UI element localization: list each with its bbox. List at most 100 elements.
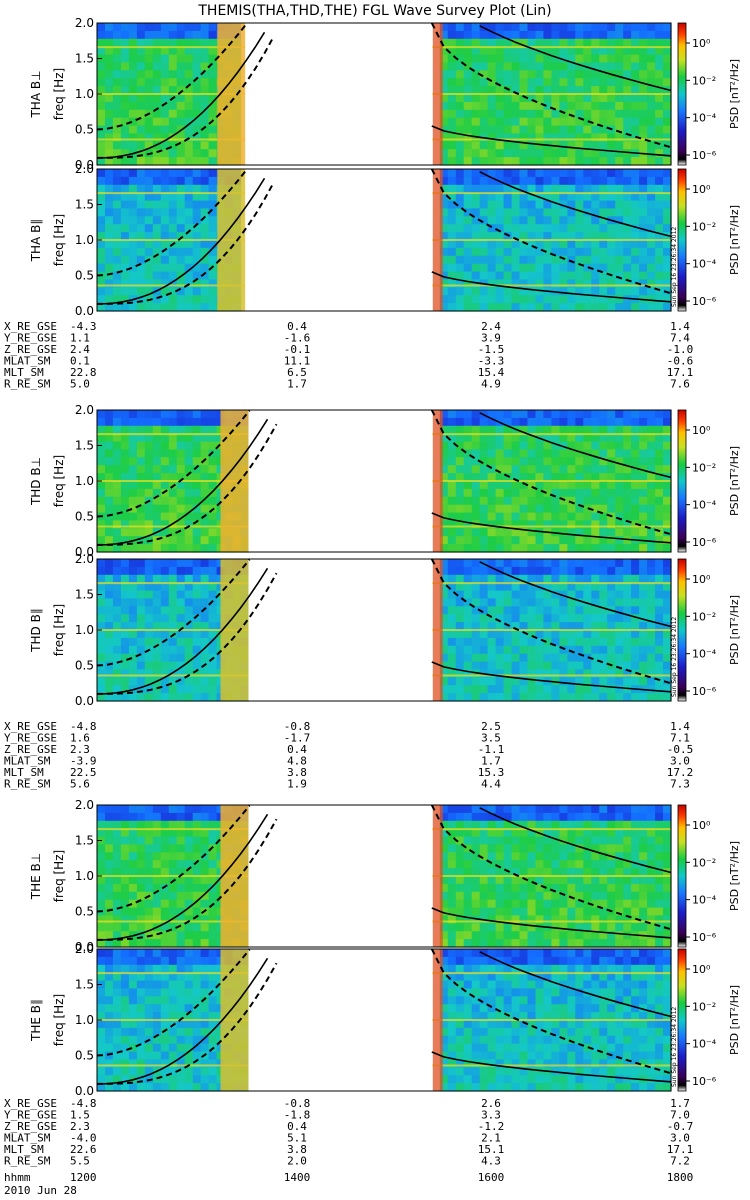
- psd-cell: [559, 1004, 568, 1013]
- psd-cell: [663, 169, 672, 178]
- psd-cell: [105, 528, 114, 537]
- psd-cell: [583, 852, 592, 861]
- psd-cell: [511, 279, 521, 288]
- psd-cell: [97, 622, 106, 631]
- psd-cell: [192, 224, 202, 233]
- psd-cell: [623, 255, 632, 265]
- psd-cell: [647, 844, 656, 853]
- psd-cell: [615, 868, 624, 877]
- psd-cell: [168, 559, 178, 568]
- psd-cell: [663, 433, 672, 443]
- psd-cell: [535, 38, 545, 48]
- psd-cell: [168, 232, 178, 241]
- psd-cell: [535, 876, 545, 885]
- psd-cell: [487, 496, 497, 506]
- psd-cell: [607, 133, 616, 142]
- psd-cell: [463, 295, 473, 304]
- psd-cell: [176, 255, 186, 265]
- psd-cell: [152, 939, 162, 948]
- psd-cell: [152, 1027, 162, 1037]
- psd-cell: [192, 457, 202, 466]
- psd-cell: [623, 23, 632, 32]
- psd-cell: [455, 899, 465, 909]
- psd-cell: [439, 520, 449, 529]
- psd-cell: [615, 70, 624, 79]
- psd-cell: [615, 883, 624, 893]
- psd-cell: [607, 192, 616, 202]
- psd-cell: [599, 844, 608, 853]
- psd-cell: [97, 868, 106, 877]
- psd-cell: [583, 176, 592, 186]
- psd-cell: [97, 232, 106, 241]
- psd-cell: [599, 30, 608, 40]
- psd-cell: [543, 852, 552, 861]
- psd-cell: [559, 192, 568, 202]
- psd-cell: [599, 441, 608, 451]
- psd-cell: [208, 247, 218, 257]
- psd-cell: [519, 473, 529, 482]
- psd-cell: [439, 544, 449, 553]
- psd-cell: [208, 685, 218, 694]
- psd-cell: [655, 255, 664, 265]
- psd-cell: [128, 23, 138, 32]
- psd-cell: [120, 94, 130, 103]
- psd-cell: [136, 536, 146, 545]
- psd-cell: [208, 574, 218, 584]
- y-tick-label: 0.5: [75, 659, 94, 673]
- psd-cell: [575, 828, 584, 838]
- psd-cell: [112, 78, 122, 87]
- psd-cell: [176, 46, 186, 56]
- psd-cell: [631, 907, 640, 917]
- psd-cell: [551, 433, 560, 443]
- psd-cell: [591, 141, 600, 150]
- psd-cell: [479, 820, 489, 830]
- psd-cell: [535, 606, 545, 615]
- psd-cell: [639, 263, 648, 273]
- psd-cell: [575, 512, 584, 522]
- psd-cell: [663, 465, 672, 474]
- psd-cell: [471, 653, 481, 663]
- psd-cell: [511, 645, 521, 655]
- psd-cell: [623, 54, 632, 64]
- psd-cell: [168, 224, 178, 233]
- psd-cell: [487, 693, 497, 702]
- psd-cell: [535, 899, 545, 909]
- psd-cell: [112, 224, 122, 233]
- psd-cell: [200, 891, 210, 901]
- psd-cell: [152, 169, 162, 178]
- psd-cell: [447, 94, 457, 103]
- psd-cell: [208, 410, 218, 419]
- psd-cell: [663, 685, 672, 694]
- psd-cell: [607, 247, 616, 257]
- psd-cell: [120, 38, 130, 48]
- psd-cell: [543, 169, 552, 178]
- psd-cell: [160, 590, 170, 600]
- psd-cell: [208, 279, 218, 288]
- psd-cell: [152, 559, 162, 568]
- psd-cell: [128, 101, 138, 111]
- psd-cell: [200, 62, 210, 71]
- gyrofrequency-curve: [479, 25, 672, 92]
- psd-cell: [487, 441, 497, 451]
- psd-cell: [663, 536, 672, 545]
- psd-cell: [487, 820, 497, 830]
- psd-cell: [567, 860, 576, 869]
- psd-cell: [439, 117, 449, 127]
- psd-cell: [479, 956, 489, 966]
- psd-cell: [160, 899, 170, 909]
- psd-cell: [511, 481, 521, 490]
- psd-cell: [192, 868, 202, 877]
- psd-cell: [495, 860, 505, 869]
- psd-cell: [112, 939, 122, 948]
- psd-cell: [439, 23, 449, 32]
- psd-cell: [663, 23, 672, 32]
- psd-cell: [567, 54, 576, 64]
- psd-cell: [192, 559, 202, 568]
- psd-cell: [503, 956, 513, 966]
- psd-cell: [208, 157, 218, 166]
- psd-cell: [575, 868, 584, 877]
- psd-cell: [471, 86, 481, 95]
- psd-cell: [128, 109, 138, 119]
- psd-cell: [479, 907, 489, 917]
- psd-cell: [152, 645, 162, 655]
